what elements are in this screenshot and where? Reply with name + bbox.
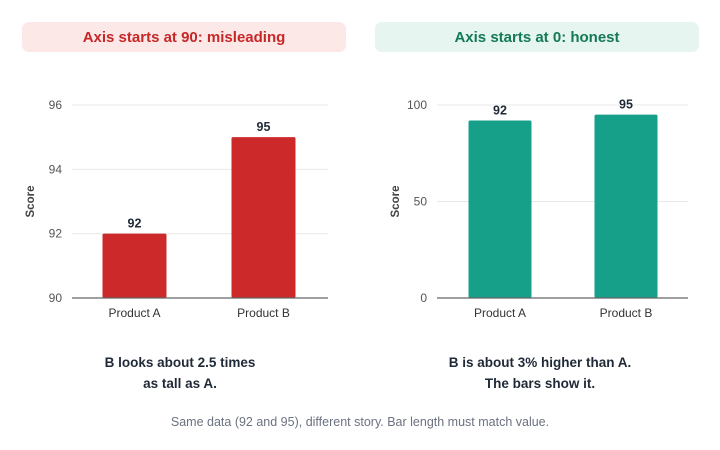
y-tick-label: 100: [407, 98, 427, 112]
x-tick-label: Product B: [237, 306, 290, 320]
y-axis-label: Score: [390, 186, 402, 218]
bar-value-label: 92: [128, 217, 142, 231]
bar-value-label: 95: [619, 98, 633, 112]
misleading-caption-line-1: B looks about 2.5 times: [104, 355, 256, 370]
y-tick-label: 90: [49, 291, 63, 305]
bar-product-b: [594, 114, 658, 299]
bar-product-a: [468, 120, 532, 298]
y-tick-label: 0: [420, 291, 427, 305]
y-tick-label: 50: [414, 195, 428, 209]
honest-chart-panel: Axis starts at 0: honest 0 50 100 Score 92 Pr…: [360, 0, 720, 400]
y-tick-label: 92: [49, 227, 63, 241]
honest-chart-title: Axis starts at 0: honest: [375, 22, 699, 52]
honest-bar-chart: 0 50 100 Score 92 Product A 95 Product B: [390, 98, 688, 320]
misleading-caption: B looks about 2.5 times as tall as A.: [0, 352, 360, 394]
bar-product-a: [102, 233, 167, 298]
misleading-chart-title: Axis starts at 90: misleading: [22, 22, 346, 52]
misleading-bar-chart: 90 92 94 96 Score 92 Product A 95 Product B: [25, 98, 328, 320]
misleading-caption-line-2: as tall as A.: [143, 376, 217, 391]
honest-caption-line-2: The bars show it.: [484, 376, 596, 391]
honest-caption: B is about 3% higher than A. The bars sh…: [360, 352, 720, 394]
y-axis-label: Score: [25, 186, 37, 218]
x-tick-label: Product A: [474, 306, 526, 320]
bar-product-b: [231, 137, 296, 298]
x-tick-label: Product A: [108, 306, 160, 320]
bar-value-label: 95: [257, 120, 271, 134]
footer-note: Same data (92 and 95), different story. …: [170, 415, 550, 429]
y-tick-label: 94: [49, 162, 63, 176]
x-tick-label: Product B: [600, 306, 653, 320]
bar-value-label: 92: [493, 103, 507, 117]
y-tick-label: 96: [49, 98, 63, 112]
misleading-chart-panel: Axis starts at 90: misleading 90 92 94 96 Sc…: [0, 0, 360, 400]
honest-caption-line-1: B is about 3% higher than A.: [448, 355, 632, 370]
